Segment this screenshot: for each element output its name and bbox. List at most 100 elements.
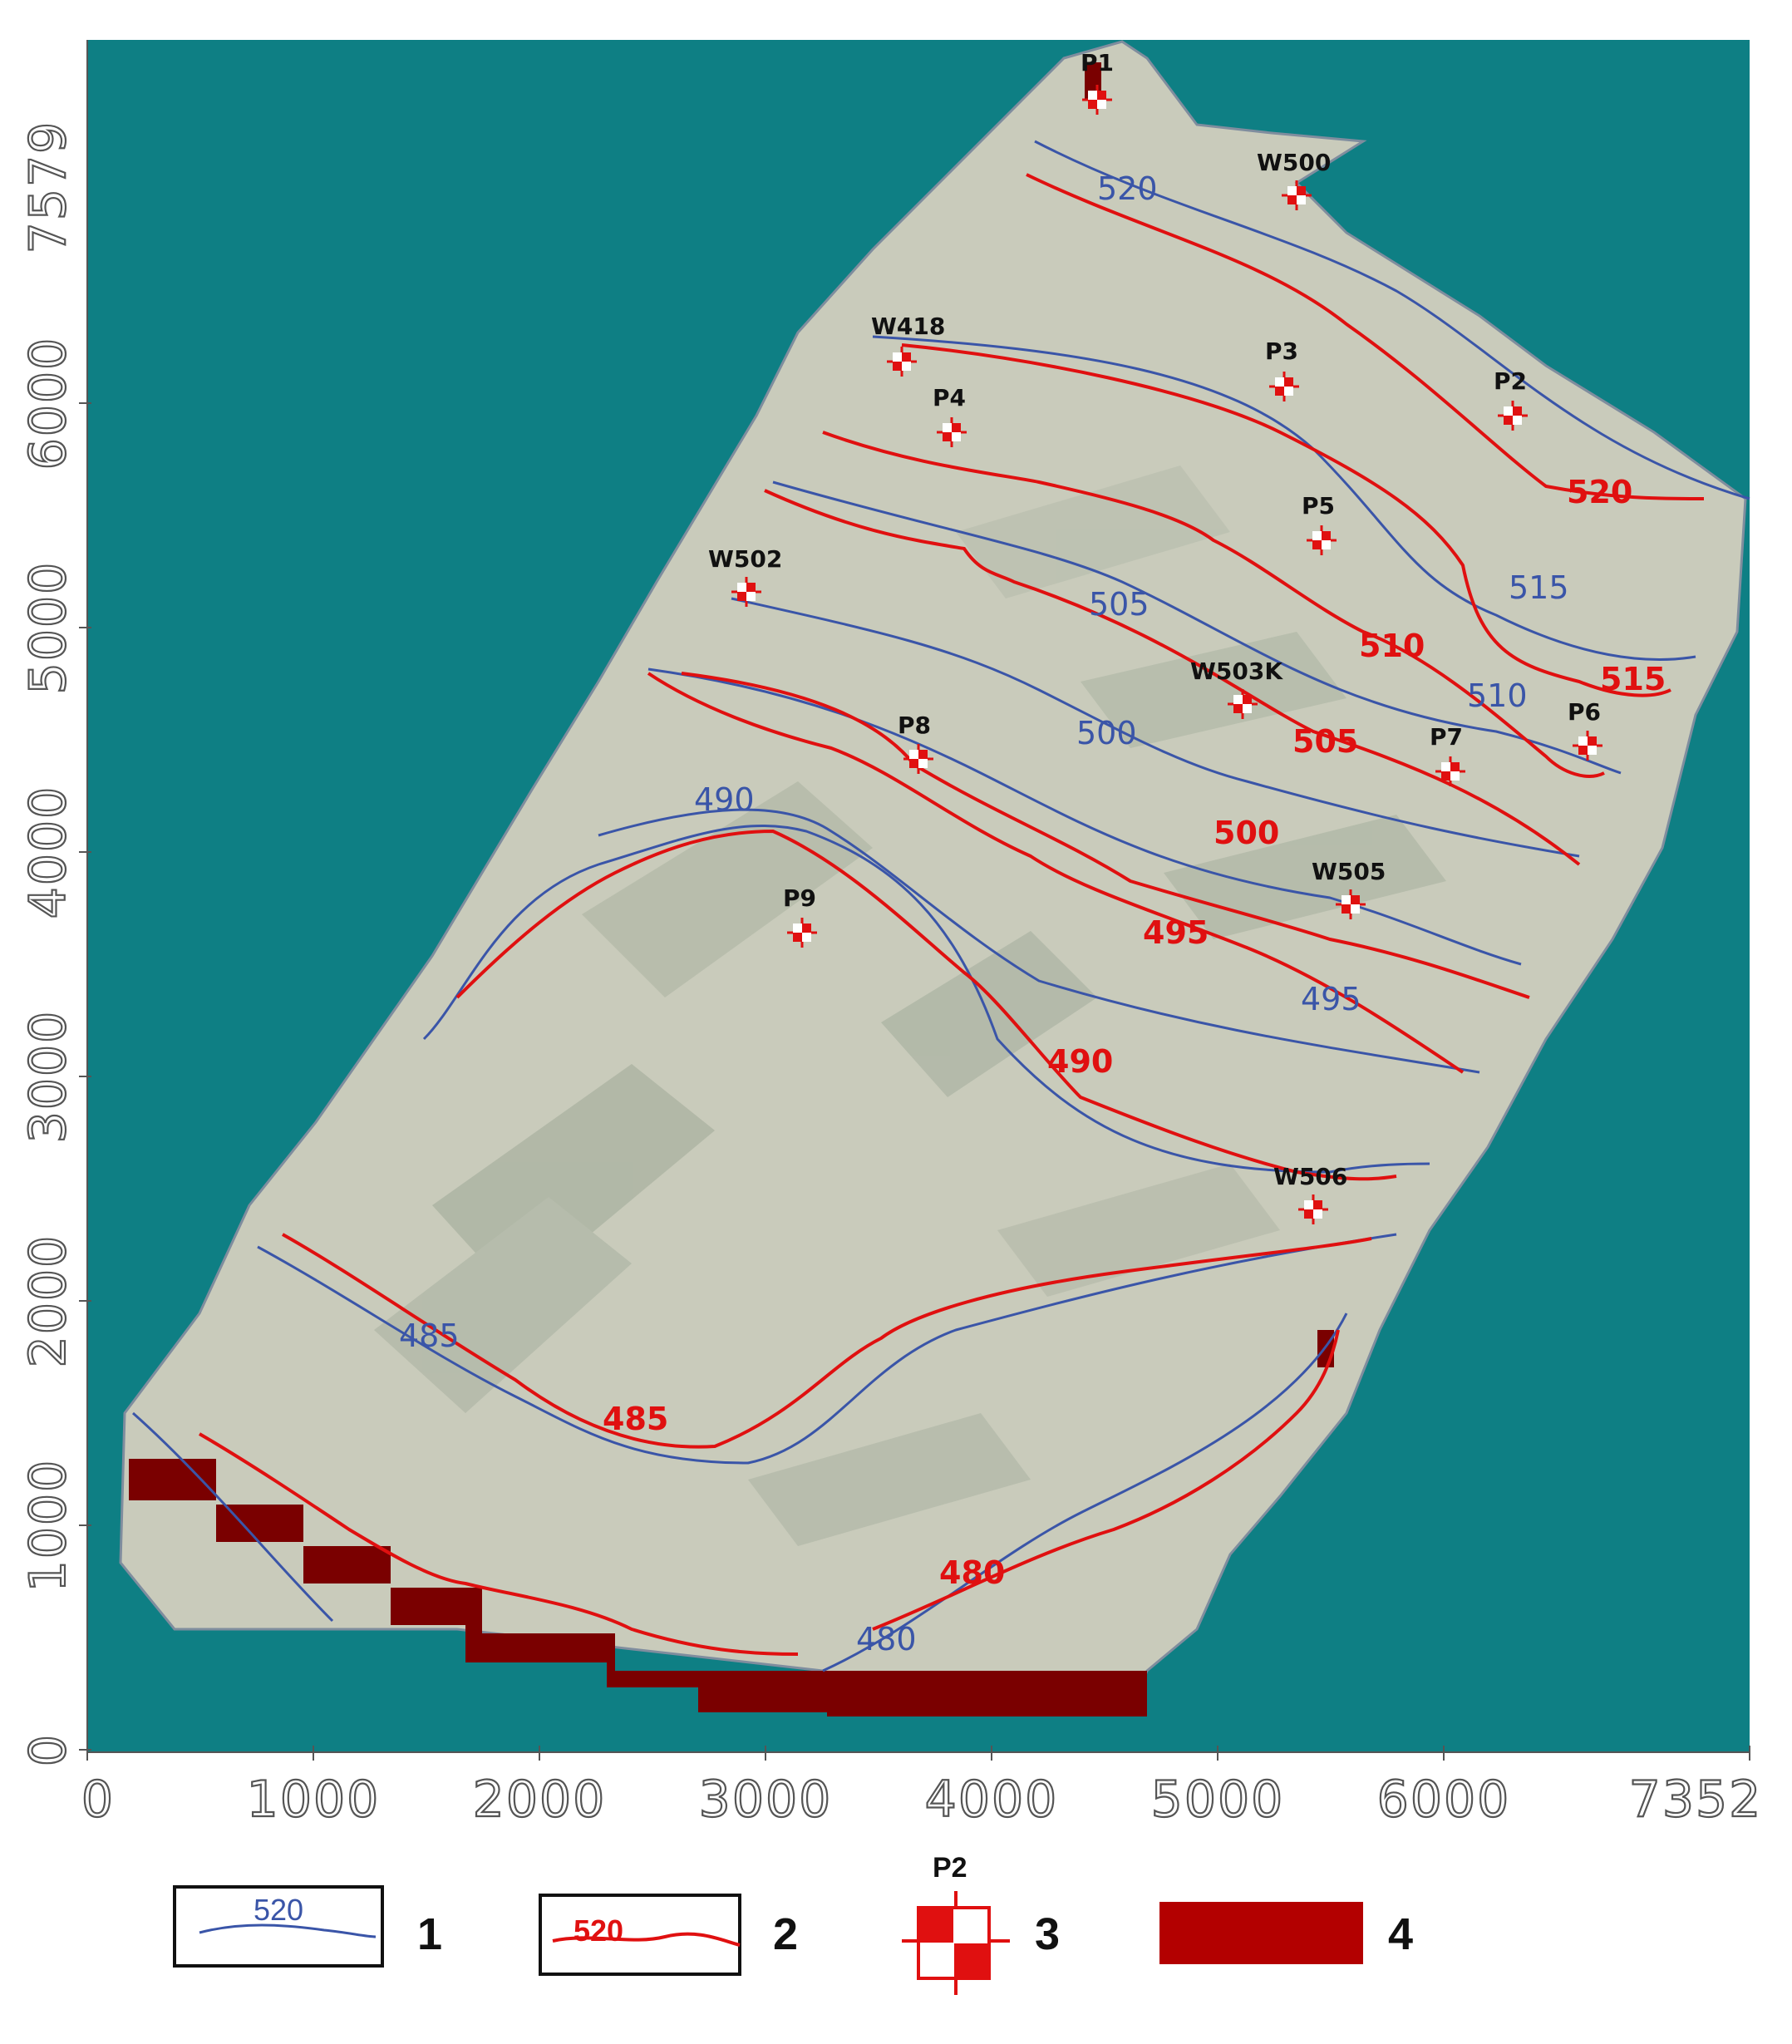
well-p4: P4 [933,384,968,449]
well-label: P7 [1430,723,1463,751]
well-p1: P1 [1081,49,1114,116]
well-label: P8 [898,712,931,739]
x-tick-label: 0 [81,1771,115,1829]
red-contour-labels: 520 515 510 505 500 495 490 485 480 [603,474,1666,1591]
blue-contour-label: 480 [856,1621,917,1657]
well-label: P1 [1081,49,1114,76]
red-contour [1026,173,1705,500]
legend-sample-label: P2 [933,1852,967,1884]
blue-contours [132,140,1750,1672]
blue-contour-label: 520 [1097,170,1158,207]
y-tick-label: 5000 [19,561,77,695]
red-contour [647,672,1465,1074]
blue-contour [132,1313,1348,1672]
y-tick-label: 7579 [19,121,77,254]
y-tick-label: 0 [19,1733,77,1766]
field-patches [374,465,1446,1546]
red-contour-label: 485 [603,1401,668,1437]
y-tick-label: 4000 [19,786,77,919]
blue-contour [1034,140,1750,500]
y-tick-label: 2000 [19,1234,77,1368]
x-tick-label: 5000 [1151,1771,1285,1829]
well-label: W502 [708,545,782,573]
well-label: W506 [1273,1163,1347,1190]
legend-item-red-contour: 520 2 [539,1894,798,1976]
well-p7: P7 [1430,723,1467,788]
y-tick-label: 6000 [19,337,77,470]
well-p9: P9 [783,884,819,949]
blue-contour-labels: 520 515 510 505 500 495 490 485 480 [399,170,1569,1657]
red-contours [198,173,1705,1656]
well-p6: P6 [1568,698,1604,762]
dark-zone [129,1459,844,1712]
red-contour [282,1233,1372,1449]
red-contour-label: 500 [1214,815,1279,851]
legend-number: 2 [773,1909,798,1959]
legend-sample-label: 520 [254,1893,303,1927]
red-contour-label: 480 [939,1554,1005,1591]
x-tick-label: 6000 [1377,1771,1511,1829]
blue-contour [731,597,1580,858]
blue-contour-label: 500 [1076,715,1137,751]
blue-contour [647,667,1522,966]
well-p5: P5 [1302,492,1338,557]
red-contour-label: 495 [1143,914,1209,951]
x-tick-labels: 0 1000 2000 3000 4000 5000 6000 7352 [81,1770,1763,1830]
well-label: P5 [1302,492,1335,520]
wells: P1 W500 W418 P3 P2 P4 P5 W502 [708,49,1604,1226]
well-p3: P3 [1265,337,1301,403]
y-tick-label: 3000 [19,1010,77,1144]
x-tick-label: 2000 [473,1771,607,1829]
blue-contour [598,808,1480,1074]
x-tick-label: 7352 [1629,1771,1763,1829]
dark-zone [827,1671,1147,1716]
legend-item-dark-zone: 4 [1159,1902,1413,1964]
legend-number: 3 [1035,1909,1060,1959]
blue-contour-label: 515 [1509,569,1569,606]
red-contour [822,431,1605,778]
blue-contour [422,825,1430,1174]
well-w500: W500 [1257,149,1331,212]
red-contour [764,489,1581,866]
red-contour-label: 490 [1047,1043,1113,1080]
well-label: W505 [1312,858,1386,885]
red-contour [901,343,1671,697]
legend-item-well-symbol: P2 3 [902,1852,1060,1995]
red-contour [681,672,1530,999]
blue-contour-label: 490 [694,781,755,818]
well-w506: W506 [1273,1163,1347,1226]
legend: 520 1 520 2 P2 3 4 [173,1852,1413,1995]
well-p8: P8 [898,712,935,776]
well-w502: W502 [708,545,782,608]
blue-contour-label: 485 [399,1318,460,1354]
blue-contour [872,335,1696,661]
well-label: P6 [1568,698,1601,726]
well-label: P3 [1265,337,1298,365]
x-tick-label: 4000 [925,1771,1059,1829]
y-axis [79,40,91,1752]
blue-contour-label: 495 [1301,981,1361,1017]
x-axis [86,1746,1750,1761]
blue-contour [257,1233,1397,1465]
red-contour-label: 510 [1359,628,1425,664]
red-contour [455,829,1397,1181]
blue-contour [772,480,1622,775]
well-label: W500 [1257,149,1331,176]
red-contour-label: 515 [1600,661,1666,697]
x-tick-label: 3000 [699,1771,833,1829]
y-tick-labels: 7579 6000 5000 4000 3000 2000 1000 0 [18,120,78,1768]
well-w505: W505 [1312,858,1386,921]
legend-number: 1 [417,1909,442,1959]
y-tick-label: 1000 [19,1459,77,1593]
red-contour-label: 520 [1567,474,1632,510]
x-tick-label: 1000 [247,1771,381,1829]
legend-number: 4 [1388,1909,1413,1959]
red-contour [198,1329,1340,1656]
well-w418: W418 [871,313,945,378]
legend-sample-label: 520 [574,1913,623,1948]
well-w503k: W503K [1190,658,1283,721]
well-label: P4 [933,384,966,411]
blue-contour-label: 505 [1089,586,1150,623]
well-label: P2 [1494,367,1527,395]
